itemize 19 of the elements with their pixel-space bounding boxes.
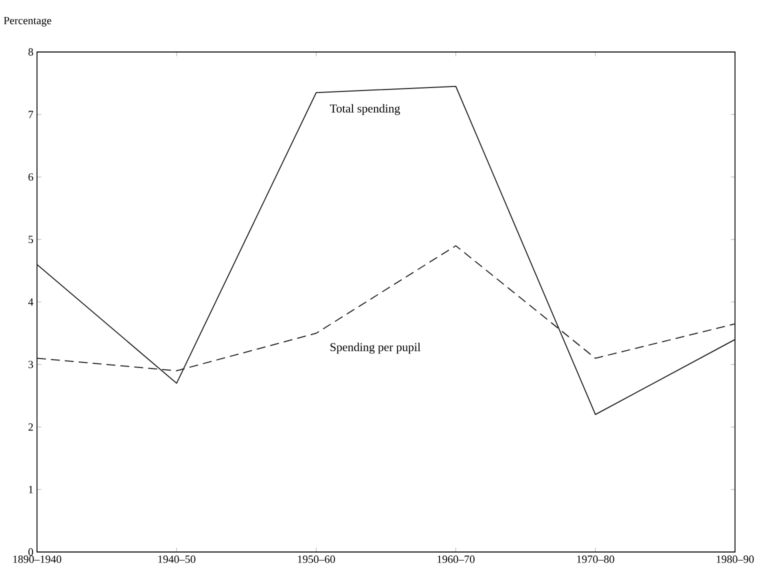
y-tick-label: 8 (28, 48, 34, 56)
y-tick-label: 5 (28, 236, 34, 244)
x-tick-label: 1890–1940 (13, 556, 62, 563)
y-tick-label: 0 (28, 548, 34, 556)
y-tick-label: 2 (28, 423, 33, 431)
y-tick-label: 6 (28, 173, 34, 181)
y-tick-label: 1 (28, 486, 33, 494)
x-tick-label: 1980–90 (716, 556, 754, 563)
x-tick-label: 1960–70 (438, 556, 475, 563)
series-label: Total spending (330, 104, 400, 116)
line-series (36, 86, 736, 415)
x-tick-label: 1940–50 (158, 556, 196, 563)
x-tick-label: 1970–80 (577, 556, 614, 563)
series-label: Spending per pupil (330, 342, 420, 354)
x-tick-label: 1950–60 (298, 556, 335, 563)
y-tick-label: 4 (28, 298, 34, 306)
y-tick-label: 7 (28, 110, 34, 118)
y-tick-label: 3 (28, 360, 34, 368)
y-axis-title: Percentage (4, 16, 52, 26)
